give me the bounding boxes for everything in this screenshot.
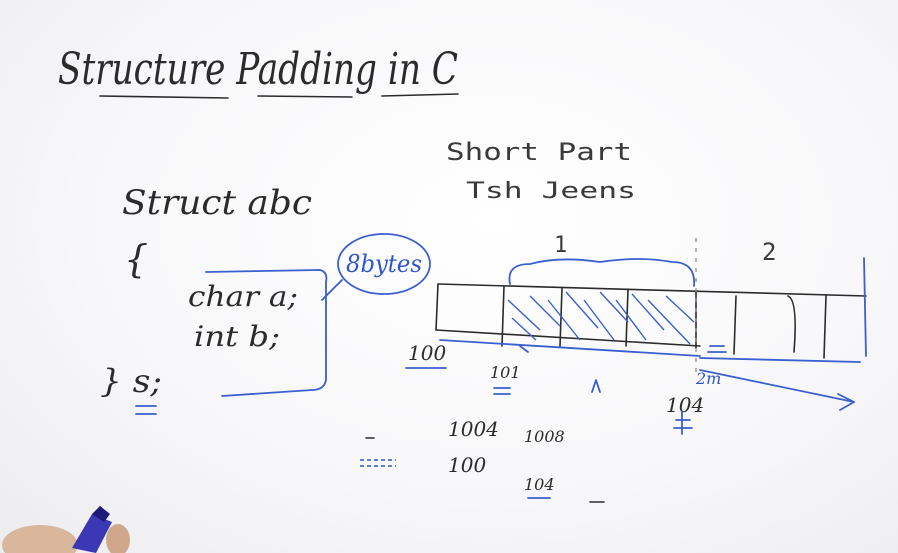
code-struct-decl: Struct abc xyxy=(122,183,312,223)
note-104: 104 xyxy=(524,475,555,494)
memory-top-line xyxy=(437,283,867,297)
group2-right-edge xyxy=(863,257,867,357)
code-open-brace: { xyxy=(124,237,148,281)
addr-101: 101 xyxy=(490,363,521,382)
group2-label: 2 xyxy=(762,238,776,266)
group2-arrow xyxy=(699,369,855,411)
padding-hatch xyxy=(507,291,695,345)
note-100: 100 xyxy=(448,453,486,477)
note-1008: 1008 xyxy=(524,427,565,446)
marker-tip xyxy=(92,506,110,522)
up-arrow xyxy=(591,379,601,393)
memory-cell-sep-5 xyxy=(733,295,737,355)
group1-bracket xyxy=(508,258,695,287)
addr-small: 2m xyxy=(695,369,721,388)
bubble-connector xyxy=(321,279,343,301)
code-close-brace: } s; xyxy=(100,362,162,400)
members-bracket xyxy=(205,269,328,397)
bytes-bubble xyxy=(337,233,431,295)
memory-bottom-line-right xyxy=(699,357,861,363)
finger-shape xyxy=(106,524,130,553)
memory-diagram: 1 2 xyxy=(435,233,867,411)
code-member-int: int b; xyxy=(194,320,280,353)
page-title: Structure Padding in C xyxy=(58,44,458,95)
addr-104-mark xyxy=(673,411,693,435)
note-dashes xyxy=(360,459,396,467)
top-note-line1: Short Part xyxy=(446,138,632,166)
code-s-underline xyxy=(135,405,157,415)
bytes-bubble-label: 8bytes xyxy=(346,250,422,278)
title-underline xyxy=(99,93,459,99)
addr-104: 104 xyxy=(666,393,704,417)
memory-cell-0 xyxy=(435,283,439,331)
hand-shape xyxy=(2,525,78,553)
address-arrow xyxy=(439,339,701,357)
note-1004: 1004 xyxy=(448,417,499,441)
addr-100: 100 xyxy=(408,341,446,365)
addr-101-mark xyxy=(493,387,511,395)
equal-mark xyxy=(707,345,727,353)
memory-cell-sep-3 xyxy=(625,289,629,347)
marker-icon xyxy=(2,506,130,553)
top-note-line2: Tsh Jeens xyxy=(466,179,636,204)
group1-label: 1 xyxy=(554,233,567,258)
memory-cell-sep-7 xyxy=(823,295,827,359)
memory-cell-sep-1 xyxy=(501,285,505,347)
memory-bottom-line xyxy=(435,329,701,347)
memory-cell-sep-6 xyxy=(787,295,796,353)
marker-body xyxy=(72,514,112,553)
code-member-char: char a; xyxy=(188,280,298,313)
